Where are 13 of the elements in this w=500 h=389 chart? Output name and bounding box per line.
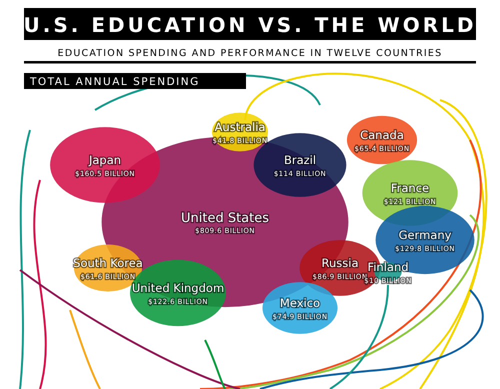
text: U.S. EDUCATION VS. THE WORLD [24, 13, 476, 37]
text: EDUCATION SPENDING AND PERFORMANCE IN TWELVE COUNTRIES [58, 48, 442, 59]
category-label: United States [180, 211, 270, 226]
category-label: France [390, 181, 430, 195]
category-label: Brazil [284, 153, 316, 167]
category-label: Canada [360, 128, 404, 142]
category-label: United Kingdom [132, 281, 224, 295]
text: TOTAL ANNUAL SPENDING [29, 76, 200, 88]
category-label: Japan [88, 153, 122, 167]
category-label: Australia [214, 120, 266, 134]
category-label: Mexico [280, 296, 320, 310]
category-label: Germany [398, 228, 452, 242]
category-label: Russia [322, 256, 358, 270]
